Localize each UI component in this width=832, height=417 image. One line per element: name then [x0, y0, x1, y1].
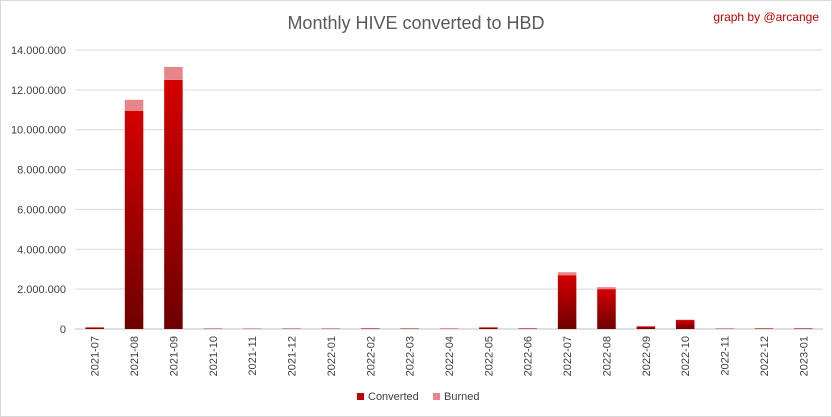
x-tick-label: 2021-10: [208, 336, 220, 376]
bar-burned-2022-08: [597, 287, 616, 290]
chart-title: Monthly HIVE converted to HBD: [287, 13, 545, 33]
bar-converted-2023-01: [794, 328, 813, 329]
x-tick-label: 2021-11: [247, 336, 259, 376]
x-tick-label: 2023-01: [798, 336, 810, 376]
y-tick-label: 10.000.000: [11, 125, 66, 137]
bar-burned-2021-09: [164, 66, 183, 80]
bar-converted-2021-08: [124, 110, 144, 330]
chart-credit: graph by @arcange: [713, 10, 819, 24]
x-tick-label: 2022-12: [759, 336, 771, 376]
x-tick-label: 2021-12: [287, 336, 299, 376]
bar-converted-2022-10: [675, 320, 695, 329]
x-tick-label: 2022-03: [405, 336, 417, 376]
x-tick-label: 2021-09: [168, 336, 180, 376]
bar-converted-2022-09: [636, 326, 656, 329]
bar-burned-2021-08: [124, 99, 144, 111]
bar-converted-2021-09: [164, 79, 183, 330]
bar-burned-2022-07: [557, 272, 577, 276]
x-tick-label: 2021-07: [90, 336, 102, 376]
bar-converted-2021-07: [85, 327, 104, 329]
x-tick-label: 2022-05: [483, 336, 495, 376]
bar-converted-2022-08: [597, 289, 616, 329]
bar-converted-2022-06: [518, 328, 537, 329]
x-tick-label: 2022-02: [365, 336, 377, 376]
legend-label-converted: Converted: [368, 391, 419, 403]
x-tick-label: 2022-07: [562, 336, 574, 376]
x-tick-label: 2022-01: [326, 336, 338, 376]
y-tick-label: 0: [60, 324, 66, 336]
x-tick-label: 2022-11: [720, 336, 732, 376]
y-tick-label: 12.000.000: [11, 85, 66, 97]
bar-converted-2022-05: [479, 327, 498, 329]
y-tick-label: 8.000.000: [17, 165, 66, 177]
bar-converted-2022-07: [557, 275, 577, 329]
legend-swatch-burned: [433, 393, 440, 400]
x-tick-label: 2021-08: [129, 336, 141, 376]
y-tick-label: 2.000.000: [17, 284, 66, 296]
bar-converted-2022-02: [361, 328, 380, 329]
x-tick-label: 2022-04: [444, 336, 456, 376]
x-tick-label: 2022-09: [641, 336, 653, 376]
x-tick-label: 2022-06: [523, 336, 535, 376]
bar-converted-2022-12: [754, 328, 774, 329]
y-tick-label: 6.000.000: [17, 204, 66, 216]
y-tick-label: 4.000.000: [17, 244, 66, 256]
x-tick-label: 2022-08: [601, 336, 613, 376]
x-tick-label: 2022-10: [680, 336, 692, 376]
legend-swatch-converted: [357, 393, 364, 400]
y-tick-label: 14.000.000: [11, 45, 66, 57]
legend-label-burned: Burned: [444, 391, 479, 403]
